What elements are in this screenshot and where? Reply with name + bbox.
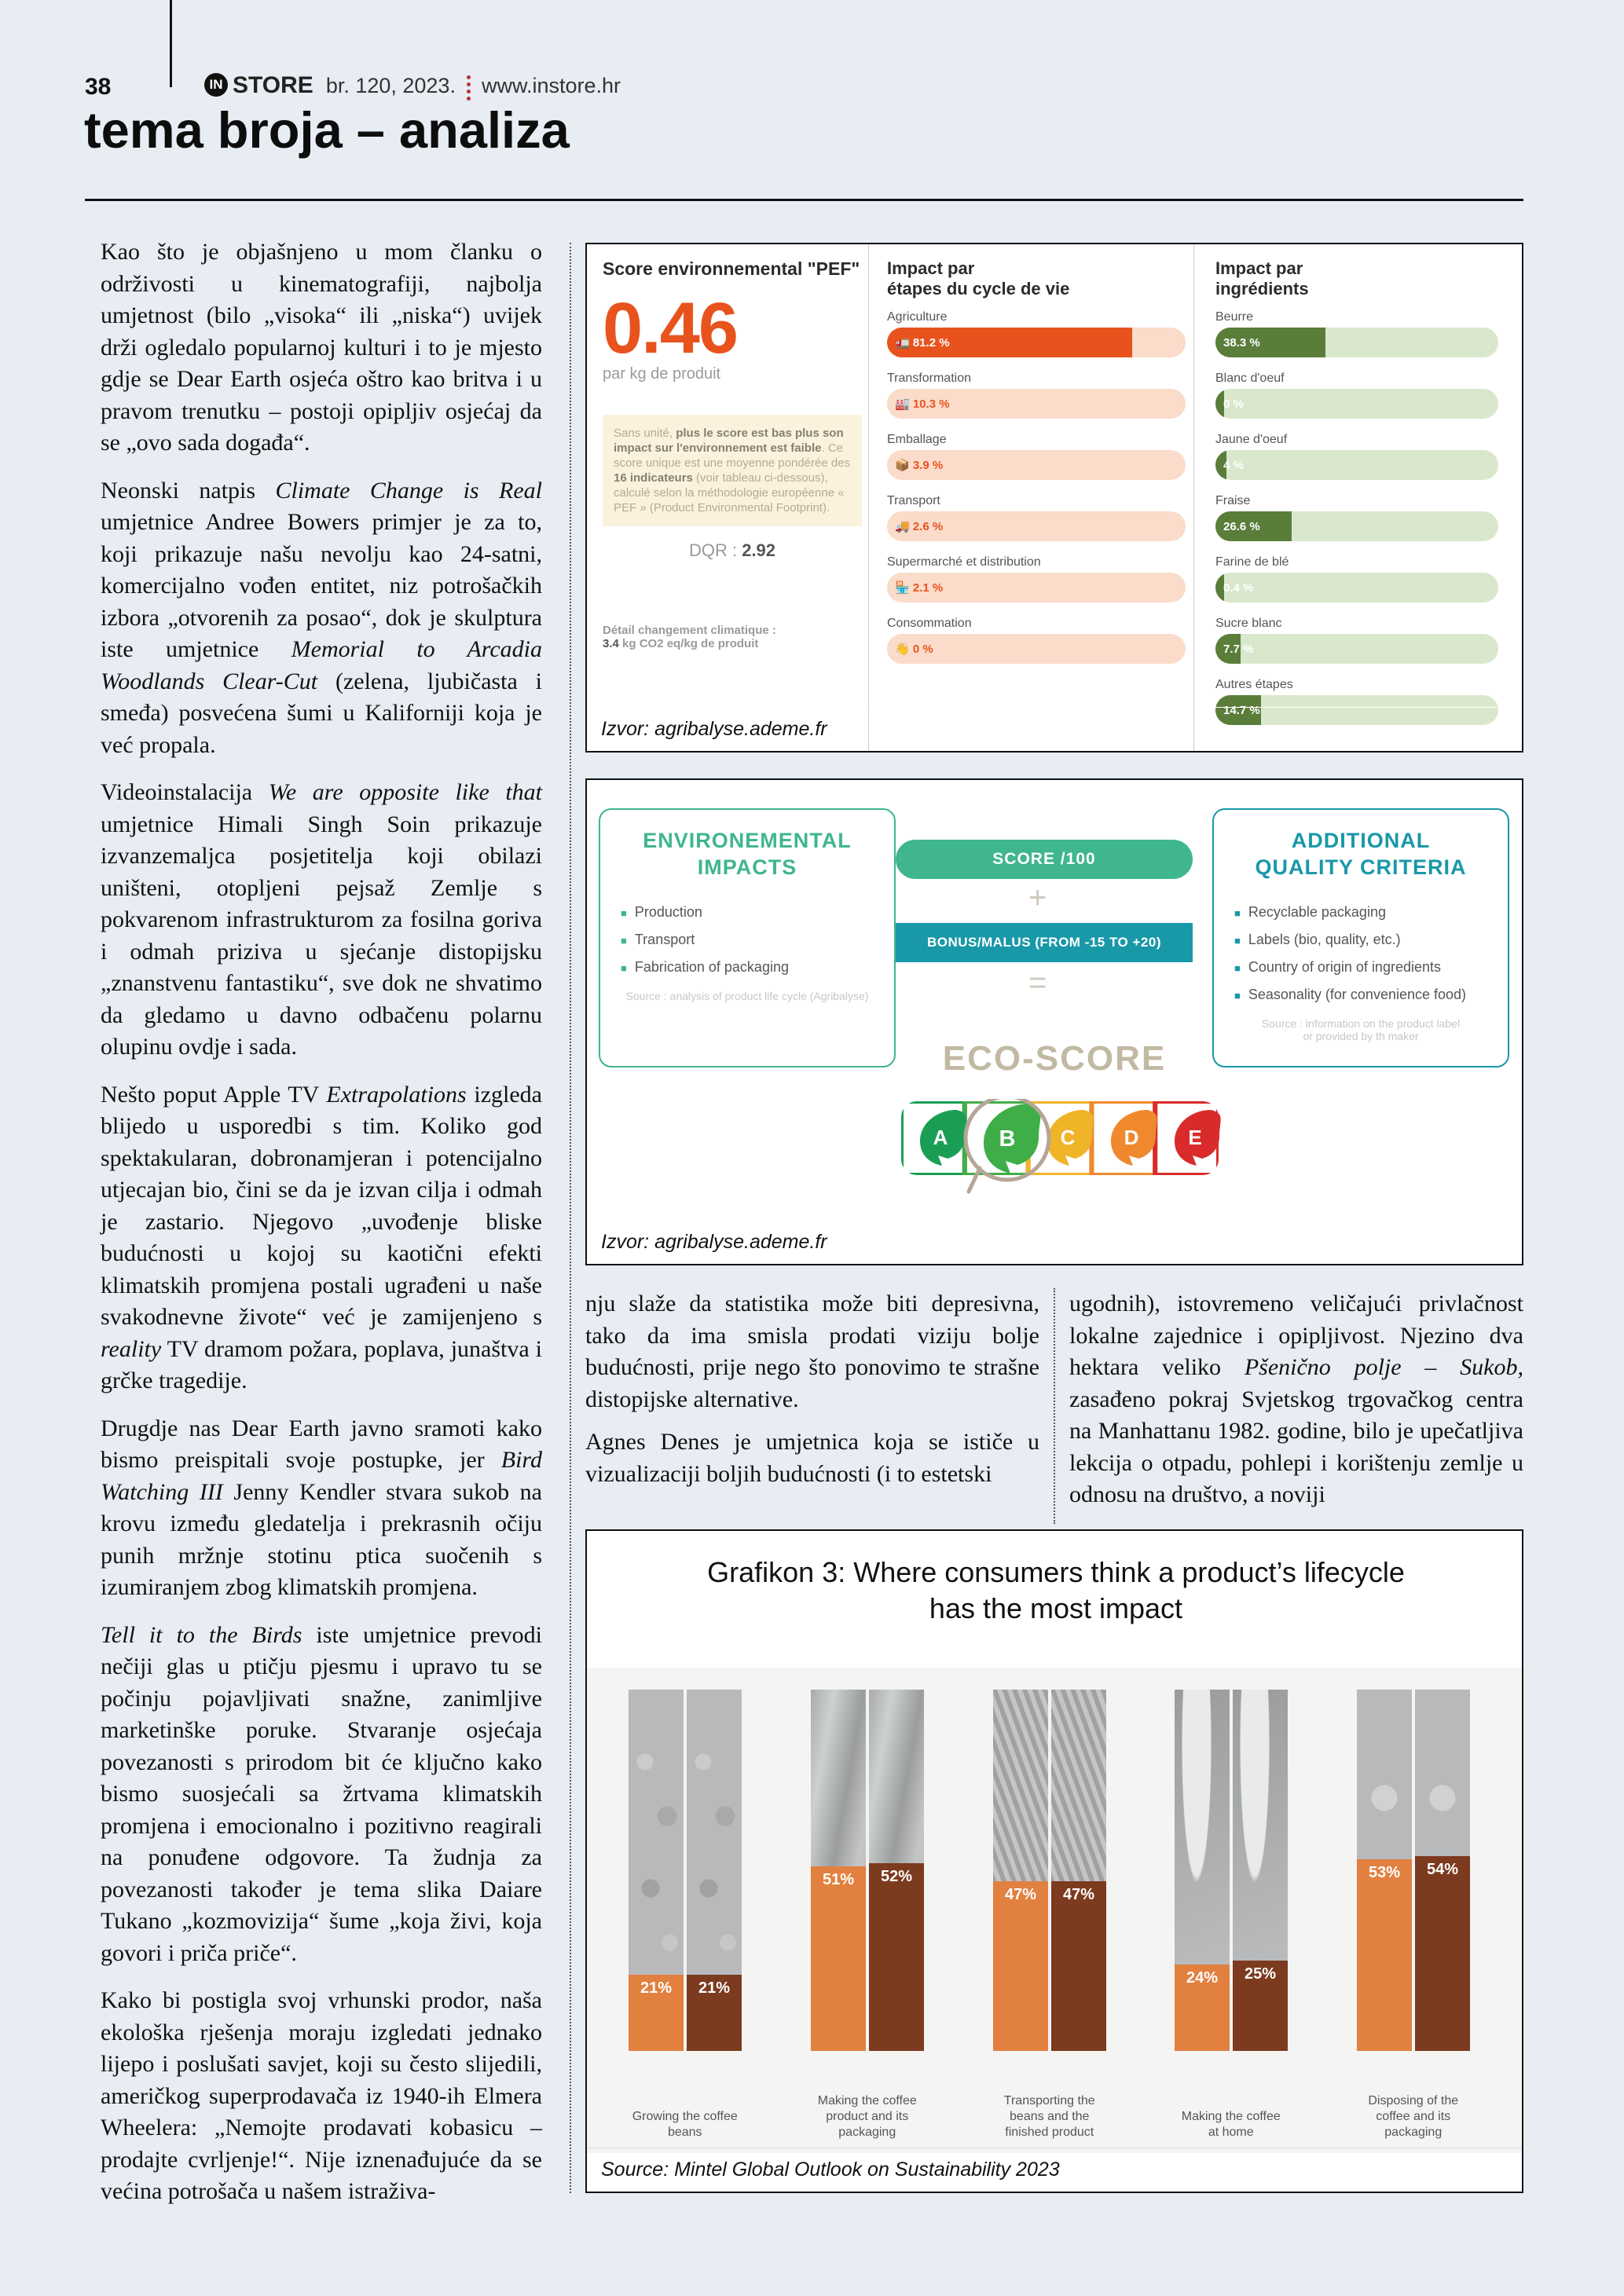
svg-text:C: C xyxy=(1061,1126,1076,1149)
svg-text:E: E xyxy=(1188,1126,1201,1149)
svg-text:A: A xyxy=(933,1126,948,1149)
svg-text:B: B xyxy=(999,1126,1016,1152)
svg-text:D: D xyxy=(1124,1126,1139,1149)
